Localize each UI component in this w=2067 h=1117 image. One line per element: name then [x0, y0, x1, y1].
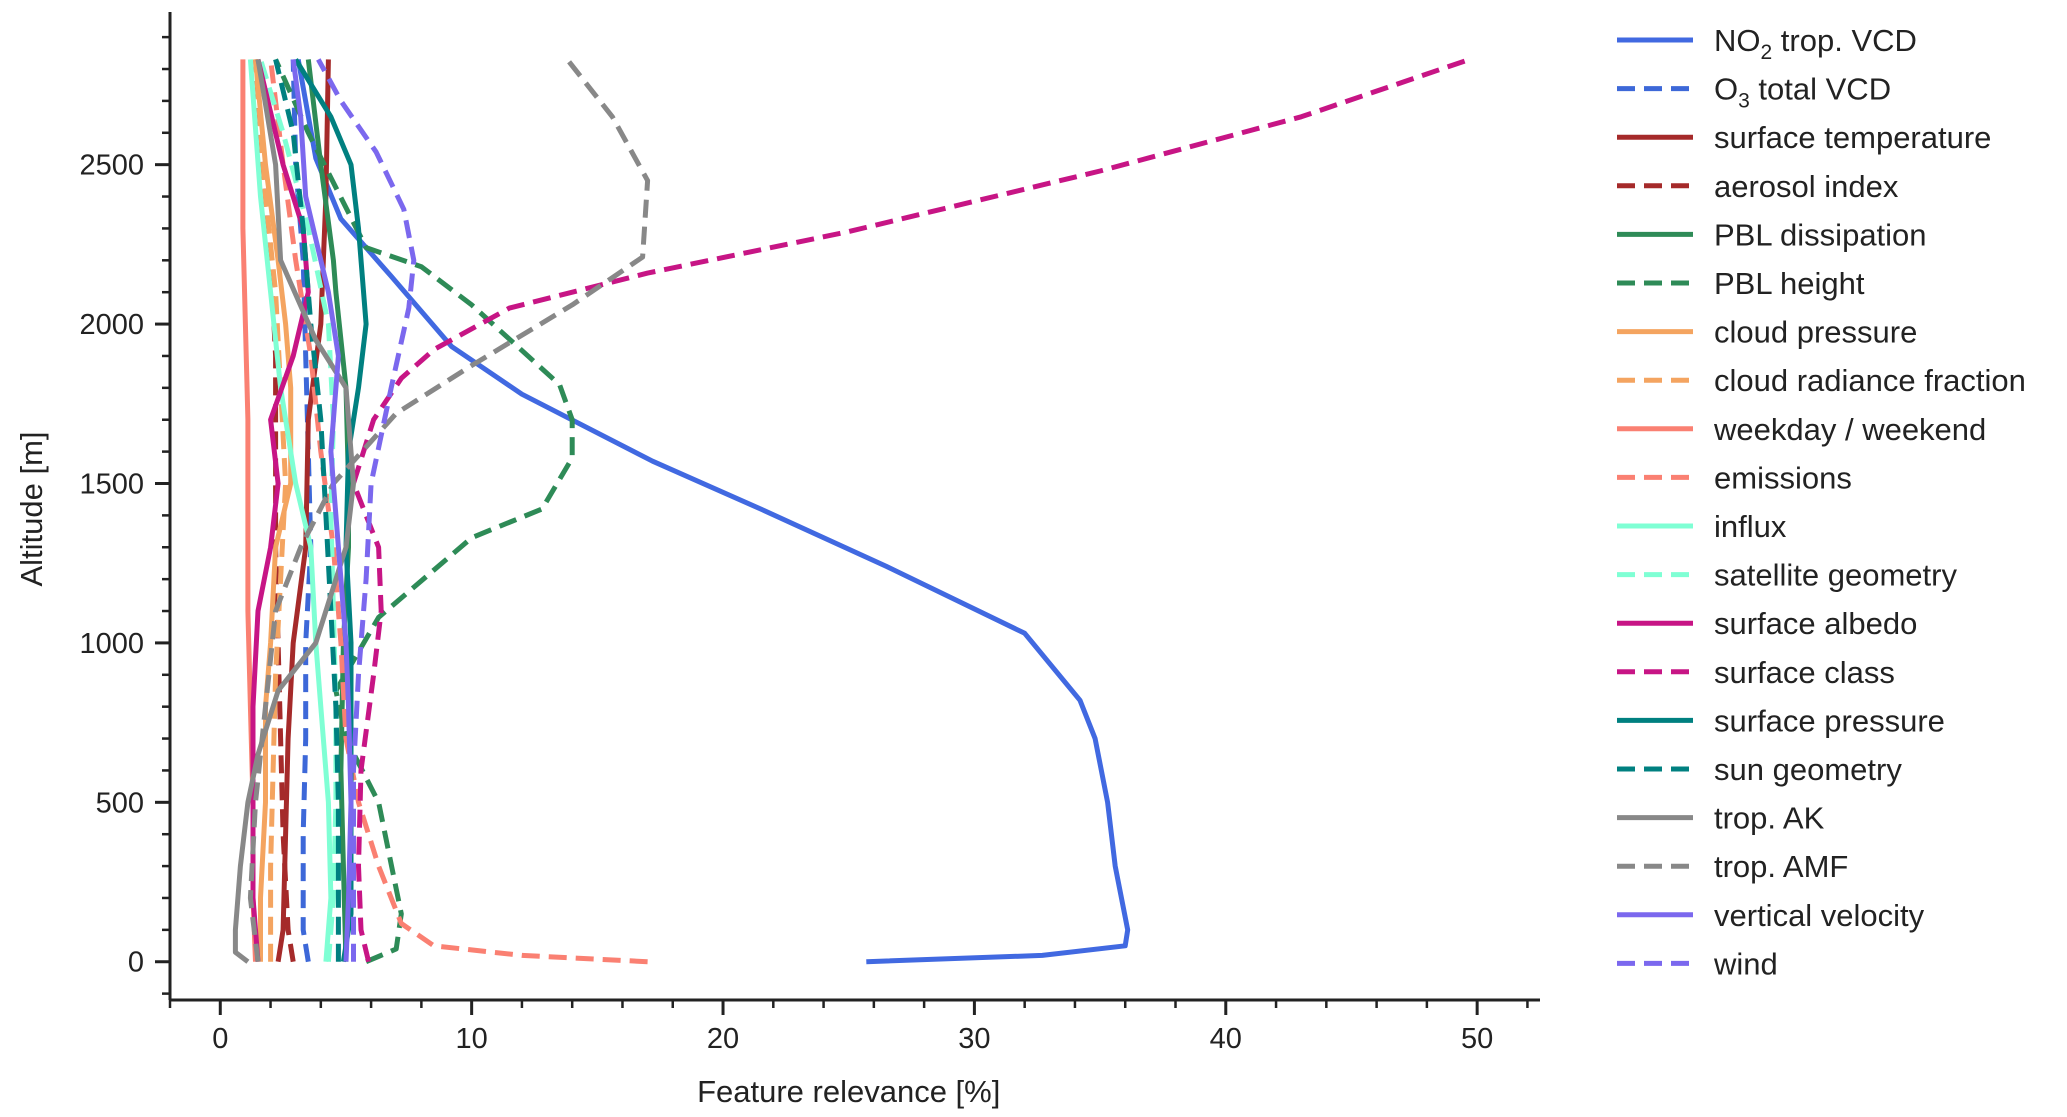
legend-item: surface class	[1617, 655, 1895, 690]
legend-label: surface temperature	[1714, 120, 1991, 155]
series-line-emissions	[268, 59, 648, 965]
legend-item: aerosol index	[1617, 169, 1899, 204]
y-tick-label: 500	[96, 787, 144, 819]
legend-item: cloud pressure	[1617, 315, 1917, 350]
x-axis-label: Feature relevance [%]	[697, 1074, 1000, 1109]
legend-label: NO2 trop. VCD	[1714, 23, 1917, 64]
series-line-surface-class	[351, 57, 1471, 963]
y-axis-label: Altitude [m]	[14, 431, 49, 586]
legend-item: PBL height	[1617, 266, 1865, 301]
series-line-sun-geometry	[273, 58, 341, 962]
series-line-influx	[247, 59, 334, 962]
legend-label: wind	[1713, 946, 1778, 981]
y-tick-label: 1000	[79, 628, 144, 660]
legend-item: cloud radiance fraction	[1617, 363, 2026, 398]
legend-item: trop. AMF	[1617, 849, 1848, 884]
legend-label: surface pressure	[1714, 703, 1945, 738]
legend-label: trop. AMF	[1714, 849, 1848, 884]
legend-label: cloud pressure	[1714, 315, 1917, 350]
x-tick-label: 20	[707, 1023, 739, 1055]
x-tick-label: 40	[1210, 1023, 1242, 1055]
series-line-wind	[316, 58, 417, 962]
legend-item: trop. AK	[1617, 801, 1825, 836]
series-line-no2-trop-vcd	[295, 58, 1131, 965]
legend-item: surface albedo	[1617, 606, 1917, 641]
x-tick-label: 50	[1461, 1023, 1493, 1055]
legend-label: aerosol index	[1714, 169, 1899, 204]
legend-label: O3 total VCD	[1714, 72, 1891, 113]
legend-label: vertical velocity	[1714, 898, 1925, 933]
series-line-pbl-height	[273, 58, 575, 965]
legend-label: satellite geometry	[1714, 558, 1957, 593]
legend-label: cloud radiance fraction	[1714, 363, 2026, 398]
legend-item: influx	[1617, 509, 1787, 544]
legend-label: PBL dissipation	[1714, 217, 1927, 252]
legend-item: NO2 trop. VCD	[1617, 23, 1917, 64]
series-line-trop-amf	[247, 57, 651, 962]
legend-label: weekday / weekend	[1713, 412, 1986, 447]
legend-label: sun geometry	[1714, 752, 1902, 787]
legend-label: PBL height	[1714, 266, 1865, 301]
y-tick-label: 1500	[79, 468, 144, 500]
x-tick-label: 30	[958, 1023, 990, 1055]
legend-label: influx	[1714, 509, 1787, 544]
y-tick-label: 0	[128, 947, 144, 979]
legend-label: surface albedo	[1714, 606, 1917, 641]
legend-item: surface temperature	[1617, 120, 1991, 155]
plot-area	[232, 57, 1471, 965]
series-line-cloud-radiance-fraction	[253, 59, 289, 962]
legend-item: O3 total VCD	[1617, 72, 1891, 113]
y-tick-label: 2500	[79, 150, 144, 182]
legend-item: satellite geometry	[1617, 558, 1957, 593]
legend-item: weekday / weekend	[1617, 412, 1986, 447]
series-line-vertical-velocity	[290, 59, 354, 962]
series-line-trop-ak	[232, 58, 356, 964]
legend-item: vertical velocity	[1617, 898, 1925, 933]
x-tick-label: 0	[212, 1023, 228, 1055]
legend-label: emissions	[1714, 460, 1852, 495]
legend-item: emissions	[1617, 460, 1852, 495]
legend-label: surface class	[1714, 655, 1895, 690]
legend-item: PBL dissipation	[1617, 217, 1927, 252]
legend-item: wind	[1617, 946, 1778, 981]
x-tick-label: 10	[456, 1023, 488, 1055]
legend-item: surface pressure	[1617, 703, 1945, 738]
legend-item: sun geometry	[1617, 752, 1902, 787]
legend: NO2 trop. VCD O3 total VCD surface tempera…	[1617, 23, 2026, 981]
y-tick-label: 2000	[79, 309, 144, 341]
legend-label: trop. AK	[1714, 801, 1825, 836]
